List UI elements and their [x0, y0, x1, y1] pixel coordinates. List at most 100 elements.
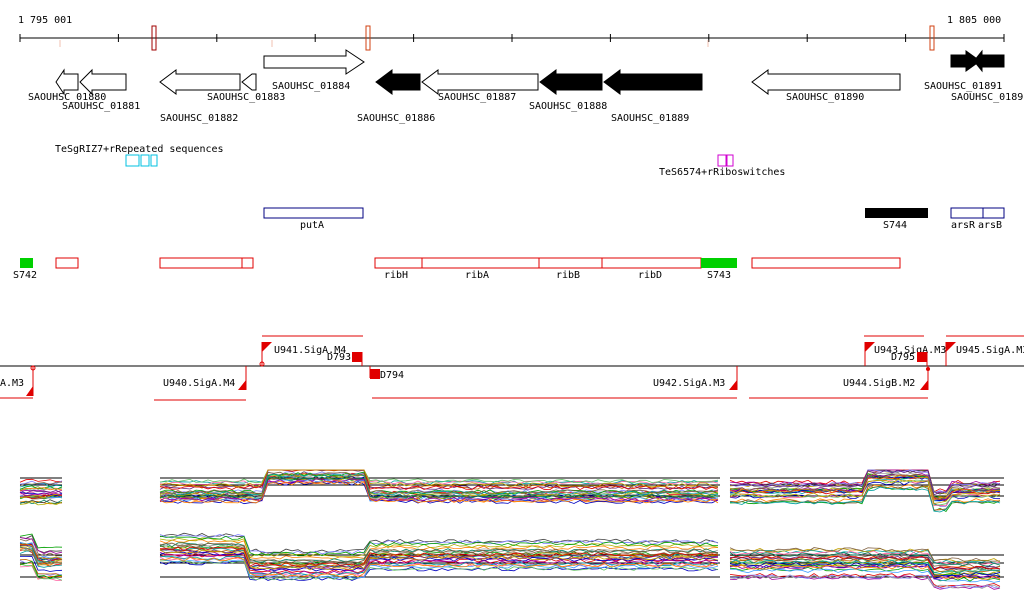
gene-arrow[interactable]	[751, 69, 901, 95]
expression-profile-line	[19, 487, 63, 491]
expression-profile-line	[19, 501, 63, 506]
gene-arrow[interactable]	[375, 69, 421, 95]
expression-profile-line	[19, 537, 63, 554]
expression-profile-line	[159, 537, 719, 558]
gene-arrow[interactable]	[263, 49, 365, 75]
gene-arrow[interactable]	[421, 69, 539, 95]
promoter-label: U941.SigA.M4	[274, 345, 346, 356]
expression-profile-line	[159, 476, 719, 499]
expression-profile-line	[729, 547, 1001, 563]
gene-arrow[interactable]	[241, 73, 257, 91]
operon-label: S744	[883, 220, 907, 231]
operon-box[interactable]	[263, 207, 364, 219]
segment-box[interactable]	[701, 258, 737, 268]
expression-profile-line	[19, 493, 63, 499]
terminator-label: D794	[380, 370, 404, 381]
promoter-label: U943.SigA.M3	[874, 345, 946, 356]
promoter-flag[interactable]	[262, 342, 272, 352]
gene-arrow[interactable]	[79, 68, 127, 96]
gene-arrow[interactable]	[539, 69, 603, 95]
promoter-flag[interactable]	[920, 380, 928, 390]
expression-profile-line	[729, 485, 1001, 511]
segment-box[interactable]	[55, 257, 79, 269]
repeat-label: TeSgRIZ7+rRepeated sequences	[55, 144, 224, 155]
expression-panel-lower	[19, 532, 1004, 590]
expression-profile-line	[159, 560, 719, 581]
expression-profile-line	[159, 547, 719, 569]
promoter-label: U945.SigA.M3	[956, 345, 1024, 356]
expression-profile-line	[19, 480, 63, 485]
gene-arrow[interactable]	[159, 69, 241, 95]
gene-label: SAOUHSC_01884	[272, 81, 350, 92]
feature-track: TeSgRIZ7+rRepeated sequences TeS6574+rRi…	[55, 144, 785, 178]
expression-profile-line	[19, 550, 63, 568]
expression-profile-line	[159, 477, 719, 500]
promoter-flag[interactable]	[946, 342, 956, 352]
expression-profile-line	[19, 538, 63, 557]
expression-profile-line	[19, 533, 63, 549]
terminator-block[interactable]	[370, 369, 380, 379]
segment-box[interactable]	[374, 257, 423, 269]
expression-profile-line	[729, 559, 1000, 574]
expression-profile-line	[159, 535, 719, 557]
segment-box[interactable]	[538, 257, 603, 269]
terminator-block[interactable]	[917, 352, 927, 362]
coordinate-ruler: 1 795 001 1 805 000	[18, 15, 1005, 51]
terminator-label: D793	[327, 352, 351, 363]
expression-profile-line	[159, 556, 719, 578]
operon-track: putA S744 arsR arsB	[263, 207, 1005, 231]
expression-profile-line	[159, 546, 719, 567]
expression-profile-line	[729, 552, 1001, 567]
expression-profile-line	[19, 559, 63, 577]
promoter-flag[interactable]	[865, 342, 875, 352]
operon-box[interactable]	[865, 208, 928, 218]
segment-box[interactable]	[20, 258, 33, 268]
segment-label: ribA	[465, 270, 489, 281]
expression-profile-line	[729, 562, 1001, 577]
repeat-box[interactable]	[125, 154, 140, 167]
expression-profile-line	[159, 542, 719, 563]
promoter-flag[interactable]	[26, 386, 33, 396]
ruler-marker	[365, 25, 371, 51]
expression-profile-line	[19, 489, 63, 493]
operon-box[interactable]	[950, 207, 984, 219]
promoter-label: A.M3	[0, 378, 24, 389]
expression-profile-line	[19, 547, 63, 565]
ruler-marker	[929, 25, 935, 51]
expression-profile-line	[19, 481, 63, 487]
gene-track: SAOUHSC_01880 SAOUHSC_01881 SAOUHSC_0188…	[28, 49, 1023, 124]
gene-label: SAOUHSC_01880	[28, 92, 106, 103]
promoter-dot	[926, 367, 930, 371]
segment-box[interactable]	[159, 257, 243, 269]
expression-profile-line	[19, 478, 62, 483]
riboswitch-box[interactable]	[726, 154, 734, 167]
promoter-flag[interactable]	[729, 380, 737, 390]
gene-arrow[interactable]	[973, 49, 1005, 73]
ruler-ticks	[19, 34, 1005, 42]
terminator-block[interactable]	[352, 352, 362, 362]
ruler-marker	[151, 25, 157, 51]
repeat-box[interactable]	[140, 154, 150, 167]
expression-profile-line	[159, 478, 719, 502]
promoter-label: U944.SigB.M2	[843, 378, 915, 389]
riboswitch-box[interactable]	[717, 154, 727, 167]
segment-box[interactable]	[241, 257, 254, 269]
segment-box[interactable]	[601, 257, 702, 269]
segment-box[interactable]	[421, 257, 540, 269]
gene-arrow[interactable]	[950, 50, 981, 72]
promoter-flag[interactable]	[238, 380, 246, 390]
expression-profile-line	[729, 486, 1001, 513]
repeat-box[interactable]	[150, 154, 158, 167]
gene-arrow[interactable]	[55, 68, 79, 96]
gene-label: SAOUHSC_01886	[357, 113, 435, 124]
promoter-label: U940.SigA.M4	[163, 378, 235, 389]
operon-box[interactable]	[982, 207, 1005, 219]
segment-box[interactable]	[751, 257, 901, 269]
gene-arrow[interactable]	[603, 69, 703, 95]
gene-label: SAOUHSC_01891	[924, 81, 1002, 92]
ruler-start-label: 1 795 001	[18, 15, 72, 26]
segment-label: ribH	[384, 270, 408, 281]
promoter-dot	[30, 365, 36, 371]
expression-profile-line	[730, 574, 1001, 589]
